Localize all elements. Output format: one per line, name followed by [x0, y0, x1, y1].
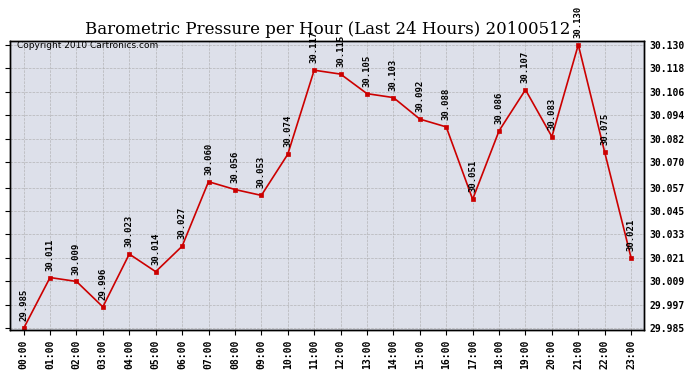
Text: 30.083: 30.083	[547, 98, 556, 130]
Text: 30.074: 30.074	[284, 115, 293, 147]
Text: 29.996: 29.996	[99, 268, 108, 300]
Text: 30.060: 30.060	[204, 142, 213, 175]
Text: 30.103: 30.103	[389, 58, 398, 91]
Text: 30.014: 30.014	[151, 232, 160, 265]
Text: 30.021: 30.021	[627, 219, 635, 251]
Text: 30.027: 30.027	[177, 207, 186, 239]
Text: 30.086: 30.086	[495, 92, 504, 124]
Text: 30.051: 30.051	[468, 160, 477, 192]
Text: 30.056: 30.056	[230, 150, 239, 183]
Text: 30.105: 30.105	[362, 54, 371, 87]
Text: Copyright 2010 Cartronics.com: Copyright 2010 Cartronics.com	[17, 41, 158, 50]
Text: 30.130: 30.130	[574, 6, 583, 38]
Text: 30.115: 30.115	[336, 35, 345, 67]
Text: 30.023: 30.023	[125, 215, 134, 247]
Title: Barometric Pressure per Hour (Last 24 Hours) 20100512: Barometric Pressure per Hour (Last 24 Ho…	[85, 21, 570, 38]
Text: 30.075: 30.075	[600, 113, 609, 146]
Text: 30.053: 30.053	[257, 156, 266, 188]
Text: 30.088: 30.088	[442, 88, 451, 120]
Text: 30.092: 30.092	[415, 80, 424, 112]
Text: 30.117: 30.117	[310, 31, 319, 63]
Text: 30.009: 30.009	[72, 242, 81, 274]
Text: 29.985: 29.985	[19, 289, 28, 321]
Text: 30.011: 30.011	[46, 238, 55, 271]
Text: 30.107: 30.107	[521, 51, 530, 83]
